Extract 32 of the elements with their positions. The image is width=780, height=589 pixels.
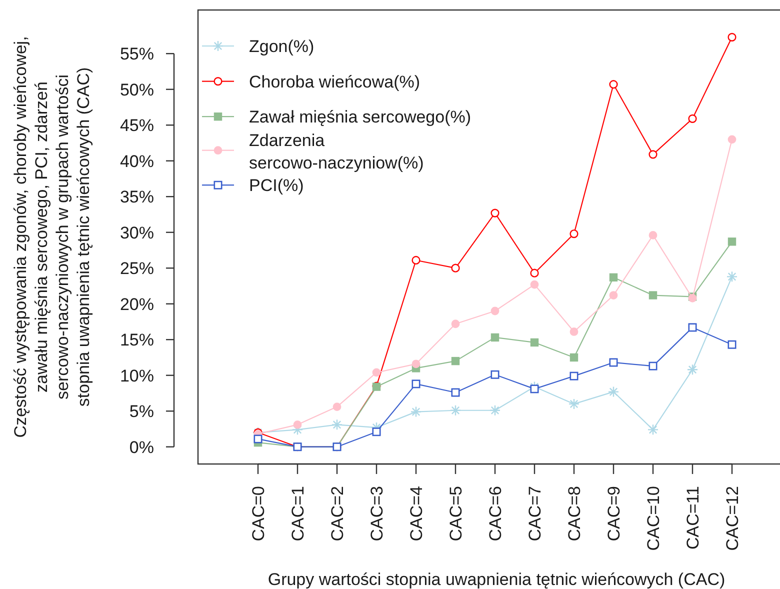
legend-label: Zawał mięśnia sercowego(%) bbox=[249, 108, 472, 127]
y-tick-label: 55% bbox=[120, 44, 154, 64]
x-tick-label: CAC=7 bbox=[525, 486, 544, 542]
y-tick-label: 5% bbox=[129, 402, 154, 422]
x-tick-label: CAC=11 bbox=[683, 486, 702, 550]
x-tick-label: CAC=5 bbox=[446, 486, 466, 542]
x-tick-label: CAC=8 bbox=[564, 486, 584, 542]
x-tick-label: CAC=12 bbox=[722, 486, 742, 551]
legend-label: Choroba wieńcowa(%) bbox=[249, 72, 420, 92]
x-tick-label: CAC=2 bbox=[328, 486, 347, 542]
x-tick-label: CAC=0 bbox=[248, 486, 268, 542]
x-tick-label: CAC=4 bbox=[406, 486, 426, 542]
legend-label: Zgon(%) bbox=[249, 36, 314, 56]
y-tick-label: 40% bbox=[120, 152, 154, 171]
x-tick-label: CAC=9 bbox=[604, 486, 624, 542]
legend-label: Zdarzenia sercowo-naczyniow(%) bbox=[249, 131, 424, 173]
x-tick-label: CAC=3 bbox=[367, 486, 386, 542]
y-tick-label: 45% bbox=[120, 116, 154, 136]
legend-label: PCI(%) bbox=[249, 176, 304, 196]
x-tick-label: CAC=10 bbox=[644, 486, 663, 551]
y-tick-label: 25% bbox=[120, 259, 154, 278]
y-axis-title: Częstość występowania zgonów, choroby wieńcowej, zawału mięśnia sercowego, PCI, zdarzeń sercowo-naczyniowych w grupach wartości stopnia uwapnienia tętnic wieńcowych (CAC) bbox=[10, 36, 93, 438]
y-tick-label: 35% bbox=[120, 188, 154, 207]
y-tick-label: 30% bbox=[120, 223, 154, 242]
y-tick-label: 20% bbox=[120, 294, 154, 314]
x-tick-label: CAC=1 bbox=[288, 486, 308, 542]
y-tick-label: 15% bbox=[120, 330, 154, 350]
y-tick-label: 0% bbox=[129, 438, 154, 457]
x-tick-label: CAC=6 bbox=[486, 486, 505, 542]
y-tick-label: 10% bbox=[120, 366, 154, 386]
x-axis-title: Grupy wartości stopnia uwapnienia tętnic wieńcowych (CAC) bbox=[268, 570, 726, 589]
y-tick-label: 50% bbox=[120, 80, 154, 100]
